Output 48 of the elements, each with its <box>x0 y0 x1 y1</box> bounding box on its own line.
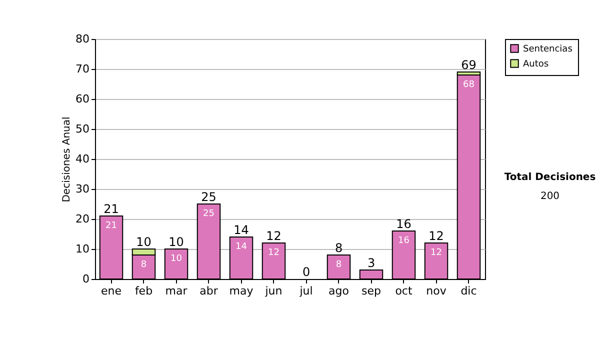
x-tick-label: ago <box>328 284 350 298</box>
data-label: 12 <box>268 248 280 258</box>
data-label: 16 <box>398 236 410 246</box>
x-tick-label: abr <box>200 284 218 298</box>
x-tick-label: dic <box>460 284 477 298</box>
y-tick-label: 60 <box>76 92 90 106</box>
y-tick-label: 20 <box>76 212 90 226</box>
total-label: 0 <box>302 265 310 279</box>
data-label: 21 <box>106 221 117 231</box>
total-label: 3 <box>367 256 376 270</box>
x-tick-label: sep <box>362 284 382 298</box>
x-tick-label: oct <box>395 284 413 298</box>
x-tick-label: ene <box>100 284 122 298</box>
total-label: 14 <box>234 223 249 237</box>
y-tick-label: 30 <box>76 182 90 196</box>
x-tick-label: may <box>229 284 254 298</box>
total-label: 21 <box>104 202 119 216</box>
data-label: 68 <box>463 80 475 90</box>
y-tick-label: 70 <box>76 62 90 76</box>
total-label: 10 <box>136 235 152 249</box>
x-tick-label: feb <box>134 284 153 298</box>
y-tick-label: 40 <box>76 152 90 166</box>
y-tick-label: 10 <box>76 242 90 256</box>
total-label: 25 <box>201 190 216 204</box>
y-tick-label: 50 <box>76 122 90 136</box>
data-label: 14 <box>236 242 248 252</box>
total-label: 8 <box>334 241 343 255</box>
text: Total Decisiones <box>503 172 597 183</box>
x-tick-label: jun <box>264 284 282 298</box>
legend-label: Sentencias <box>523 44 573 54</box>
y-tick-label: 80 <box>76 32 90 46</box>
data-label: 10 <box>170 254 182 264</box>
y-tick-label: 0 <box>82 272 90 286</box>
data-label: 8 <box>140 260 147 270</box>
x-tick-label: mar <box>165 284 188 298</box>
legend-label: Autos <box>523 60 549 70</box>
x-tick-label: nov <box>426 284 447 298</box>
data-label: 8 <box>336 260 342 270</box>
total-label: 12 <box>428 229 444 243</box>
text: 200 <box>539 191 561 202</box>
total-label: 10 <box>168 235 184 249</box>
y-axis-title: Decisiones Anual <box>62 116 73 202</box>
x-tick-label: jul <box>298 284 313 298</box>
total-label: 16 <box>396 217 412 231</box>
total-label: 12 <box>266 229 282 243</box>
data-label: 25 <box>203 209 214 219</box>
data-label: 12 <box>430 248 442 258</box>
total-label: 69 <box>461 58 476 72</box>
